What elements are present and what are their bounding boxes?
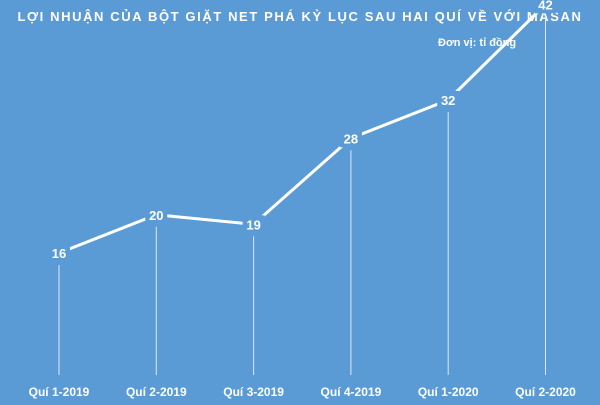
x-tick-label: Quí 3-2019 [223, 385, 284, 399]
drop-lines [58, 16, 546, 375]
x-axis-ticks: Quí 1-2019 Quí 2-2019 Quí 3-2019 Quí 4-2019… [29, 385, 577, 399]
data-label: 20 [149, 208, 163, 223]
data-label-bg [437, 91, 460, 109]
data-label: 32 [441, 93, 455, 108]
data-label: 16 [52, 246, 66, 261]
data-label: 28 [344, 131, 358, 146]
data-labels: 16 20 19 28 32 42 [48, 0, 557, 262]
data-label-bg [242, 215, 265, 234]
data-label-bg [534, 0, 557, 14]
data-label-bg [339, 129, 362, 148]
data-label-bg [145, 205, 168, 224]
data-label: 19 [246, 217, 260, 232]
chart-title: LỢI NHUẬN CỦA BỘT GIẶT NET PHÁ KỶ LỤC SA… [17, 9, 583, 24]
unit-label: Đơn vị: tỉ đồng [438, 37, 517, 49]
x-tick-label: Quí 1-2019 [29, 385, 90, 399]
x-tick-label: Quí 2-2019 [126, 385, 187, 399]
x-tick-label: Quí 2-2020 [515, 385, 576, 399]
data-label-bg [48, 244, 70, 262]
x-tick-label: Quí 4-2019 [321, 385, 382, 399]
x-tick-label: Quí 1-2020 [418, 385, 479, 399]
series-line [57, 2, 547, 255]
data-label: 42 [538, 0, 552, 12]
series-line-path [57, 2, 547, 255]
